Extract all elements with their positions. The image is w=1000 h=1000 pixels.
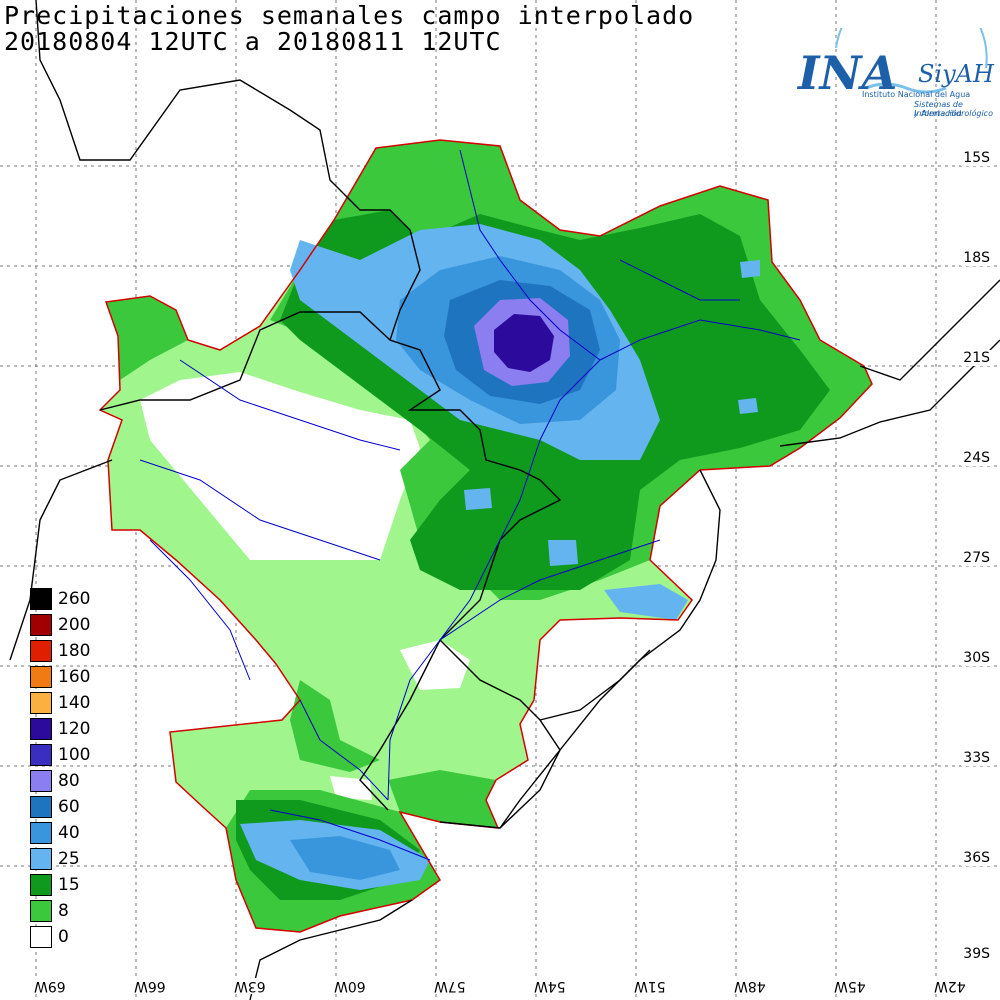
lon-label: 63W bbox=[234, 978, 266, 994]
legend-label: 25 bbox=[58, 849, 80, 869]
lat-label: 39S bbox=[961, 946, 992, 962]
lon-label: 57W bbox=[434, 978, 466, 994]
legend-row: 180 bbox=[30, 638, 90, 664]
legend-swatch bbox=[30, 874, 52, 896]
zone-0 bbox=[140, 372, 420, 560]
zone-25-e bbox=[738, 398, 758, 414]
legend-label: 100 bbox=[58, 745, 91, 765]
legend-label: 40 bbox=[58, 823, 80, 843]
legend-row: 8 bbox=[30, 898, 90, 924]
lat-label: 33S bbox=[961, 750, 992, 766]
legend-row: 80 bbox=[30, 768, 90, 794]
legend-label: 140 bbox=[58, 693, 91, 713]
legend-row: 140 bbox=[30, 690, 90, 716]
legend-label: 200 bbox=[58, 615, 91, 635]
lon-label: 45W bbox=[834, 978, 866, 994]
lat-label: 27S bbox=[961, 550, 992, 566]
legend-swatch bbox=[30, 588, 52, 610]
zone-25-s1 bbox=[548, 540, 578, 566]
zone-8-west bbox=[106, 296, 188, 380]
lon-label: 66W bbox=[134, 978, 166, 994]
logo-arc-icon bbox=[835, 28, 988, 94]
legend-swatch bbox=[30, 926, 52, 948]
map-title: Precipitaciones semanales campo interpol… bbox=[4, 1, 695, 30]
legend-row: 40 bbox=[30, 820, 90, 846]
lat-label: 15S bbox=[961, 150, 992, 166]
legend-swatch bbox=[30, 822, 52, 844]
zone-40-south bbox=[290, 836, 400, 880]
legend-label: 80 bbox=[58, 771, 80, 791]
precip-field bbox=[100, 140, 872, 932]
lat-label: 30S bbox=[961, 650, 992, 666]
legend-label: 260 bbox=[58, 589, 91, 609]
logo-institute: Instituto Nacional del Agua bbox=[862, 90, 971, 99]
legend-row: 200 bbox=[30, 612, 90, 638]
lon-label: 69W bbox=[34, 978, 66, 994]
coastline bbox=[249, 339, 1000, 1000]
lat-label: 21S bbox=[961, 350, 992, 366]
legend-row: 0 bbox=[30, 924, 90, 950]
lat-label: 18S bbox=[961, 250, 992, 266]
legend-swatch bbox=[30, 770, 52, 792]
legend-row: 15 bbox=[30, 872, 90, 898]
map-period: 20180804 12UTC a 20180811 12UTC bbox=[4, 27, 502, 56]
legend-row: 160 bbox=[30, 664, 90, 690]
logo-siyah: SiyAH bbox=[918, 60, 994, 88]
legend-swatch bbox=[30, 900, 52, 922]
country-borders bbox=[9, 0, 1000, 829]
logo-sub-alert: y Alerta Hidrológico bbox=[914, 109, 993, 118]
legend-label: 160 bbox=[58, 667, 91, 687]
zone-8-mid bbox=[290, 680, 380, 772]
legend-row: 260 bbox=[30, 586, 90, 612]
logo-ina: INA bbox=[798, 46, 898, 100]
lon-label: 48W bbox=[734, 978, 766, 994]
logo-sub-info: Sistemas de Información bbox=[914, 100, 963, 118]
legend-swatch bbox=[30, 796, 52, 818]
lat-label: 36S bbox=[961, 850, 992, 866]
zone-25-ne bbox=[740, 260, 760, 278]
zone-120 bbox=[494, 314, 554, 372]
rivers bbox=[139, 149, 801, 861]
legend-label: 60 bbox=[58, 797, 80, 817]
legend-label: 180 bbox=[58, 641, 91, 661]
legend-row: 60 bbox=[30, 794, 90, 820]
legend-swatch bbox=[30, 666, 52, 688]
basin-outline bbox=[98, 139, 873, 933]
lon-label: 54W bbox=[534, 978, 566, 994]
ina-siyah-logo: INA SiyAH Instituto Nacional del Agua Si… bbox=[796, 28, 996, 128]
legend-swatch bbox=[30, 640, 52, 662]
zone-25-w bbox=[464, 488, 492, 510]
lon-label: 42W bbox=[934, 978, 966, 994]
lat-label: 24S bbox=[961, 450, 992, 466]
legend-swatch bbox=[30, 848, 52, 870]
legend-swatch bbox=[30, 692, 52, 714]
lon-label: 60W bbox=[334, 978, 366, 994]
lon-label: 51W bbox=[634, 978, 666, 994]
legend-label: 0 bbox=[58, 927, 69, 947]
legend-swatch bbox=[30, 718, 52, 740]
legend-row: 120 bbox=[30, 716, 90, 742]
precip-legend: 260 200 180 160 140 120 100 80 60 40 25 15 8 0 bbox=[30, 586, 90, 950]
legend-swatch bbox=[30, 614, 52, 636]
legend-row: 25 bbox=[30, 846, 90, 872]
legend-swatch bbox=[30, 744, 52, 766]
legend-label: 8 bbox=[58, 901, 69, 921]
legend-row: 100 bbox=[30, 742, 90, 768]
legend-label: 120 bbox=[58, 719, 91, 739]
zone-25-s2 bbox=[604, 584, 688, 620]
legend-label: 15 bbox=[58, 875, 80, 895]
zone-8-uy bbox=[388, 770, 498, 828]
